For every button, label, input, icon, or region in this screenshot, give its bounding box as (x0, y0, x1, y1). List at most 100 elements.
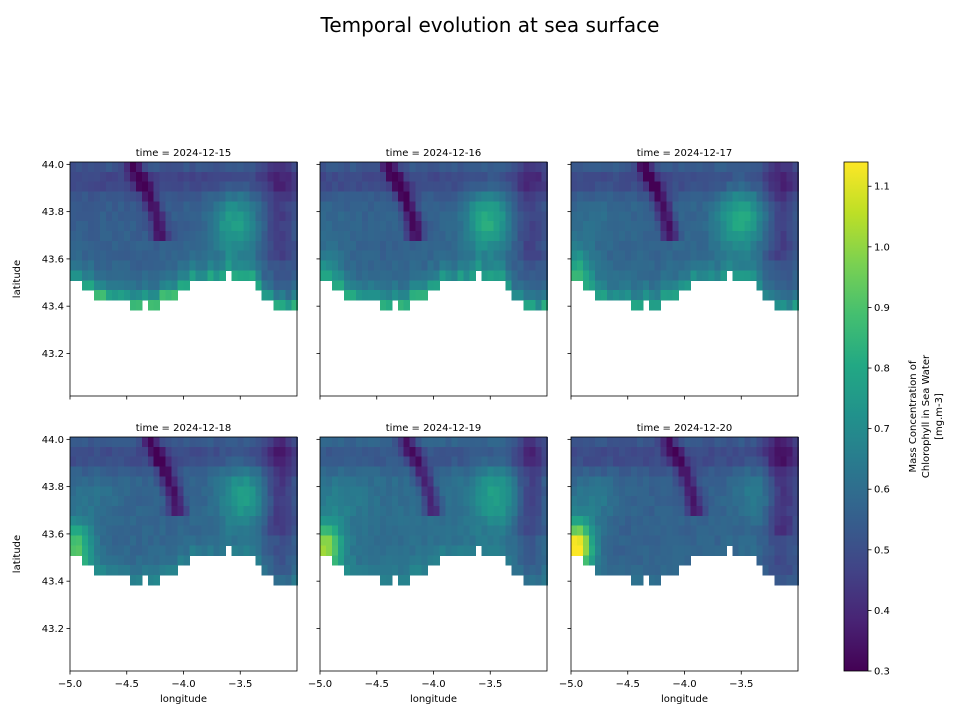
heatmap-cell (571, 476, 578, 487)
heatmap-cell (678, 505, 686, 517)
heatmap-cell (367, 181, 375, 193)
heatmap-cell (505, 211, 512, 222)
heatmap-cell (225, 260, 232, 271)
heatmap-cell (439, 211, 447, 222)
heatmap-cell (541, 535, 548, 546)
heatmap-cell (225, 456, 232, 468)
heatmap-cell (505, 250, 512, 262)
heatmap-cell (666, 476, 674, 487)
heatmap-cell (285, 260, 292, 271)
heatmap-cell (624, 250, 632, 262)
heatmap-cell (81, 221, 89, 232)
heatmap-cell (361, 211, 369, 222)
heatmap-cell (612, 525, 620, 537)
heatmap-cell (762, 525, 769, 537)
heatmap-cell (541, 191, 548, 202)
heatmap-cell (397, 201, 405, 212)
heatmap-cell (612, 162, 620, 173)
heatmap-cell (708, 446, 716, 458)
heatmap-cell (195, 486, 203, 497)
heatmap-cell (355, 280, 363, 291)
heatmap-cell (588, 535, 596, 546)
heatmap-cell (672, 260, 680, 271)
heatmap-cell (367, 555, 375, 566)
heatmap-cell (582, 545, 590, 556)
heatmap-cell (105, 486, 113, 497)
heatmap-cell (141, 290, 149, 301)
heatmap-cell (541, 211, 548, 222)
heatmap-cell (391, 181, 399, 193)
heatmap-cell (457, 437, 465, 448)
heatmap-cell (355, 240, 363, 252)
heatmap-cell (171, 456, 179, 468)
heatmap-cell (99, 515, 107, 527)
heatmap-cell (171, 515, 179, 527)
heatmap-cell (511, 181, 518, 193)
heatmap-cell (445, 515, 453, 527)
heatmap-cell (445, 535, 453, 546)
heatmap-cell (475, 191, 482, 202)
heatmap-cell (129, 299, 137, 311)
heatmap-cell (600, 181, 608, 193)
heatmap-cell (582, 250, 590, 262)
heatmap-cell (463, 270, 471, 281)
heatmap-cell (624, 466, 632, 477)
heatmap-cell (499, 456, 506, 468)
heatmap-cell (385, 446, 393, 458)
heatmap-cell (320, 446, 327, 458)
heatmap-cell (768, 545, 775, 556)
heatmap-cell (267, 191, 274, 202)
heatmap-cell (571, 191, 578, 202)
heatmap-cell (201, 270, 209, 281)
heatmap-cell (726, 201, 733, 212)
heatmap-cell (409, 466, 417, 477)
heatmap-cell (225, 486, 232, 497)
heatmap-cell (786, 171, 793, 183)
heatmap-cell (141, 525, 149, 537)
heatmap-cell (475, 466, 482, 477)
heatmap-cell (325, 270, 333, 281)
heatmap-cell (762, 486, 769, 497)
heatmap-cell (231, 171, 238, 183)
heatmap-cell (123, 565, 131, 576)
heatmap-cell (165, 456, 173, 468)
heatmap-cell (499, 486, 506, 497)
heatmap-cell (379, 486, 387, 497)
heatmap-cell (219, 162, 227, 173)
heatmap-cell (243, 211, 250, 222)
heatmap-cell (618, 456, 626, 468)
heatmap-cell (165, 250, 173, 262)
heatmap-cell (600, 250, 608, 262)
heatmap-cell (439, 437, 447, 448)
heatmap-cell (732, 456, 739, 468)
heatmap-cell (291, 486, 298, 497)
heatmap-cell (642, 456, 650, 468)
heatmap-cell (445, 211, 453, 222)
heatmap-cell (379, 525, 387, 537)
heatmap-cell (93, 525, 101, 537)
heatmap-cell (648, 466, 656, 477)
heatmap-cell (780, 496, 787, 507)
heatmap-cell (255, 525, 262, 537)
heatmap-cell (385, 211, 393, 222)
heatmap-cell (325, 211, 333, 222)
heatmap-cell (135, 230, 143, 242)
heatmap-cell (624, 171, 632, 183)
heatmap-cell (594, 270, 602, 281)
colorbar-label-line: [mg.m-3] (934, 393, 945, 440)
x-tick-label: −5.0 (308, 679, 332, 690)
heatmap-cell (762, 221, 769, 232)
heatmap-cell (237, 437, 244, 448)
heatmap-cell (517, 250, 524, 262)
heatmap-cell (219, 437, 227, 448)
heatmap-cell (786, 250, 793, 262)
heatmap-cell (690, 496, 698, 507)
heatmap-cell (445, 525, 453, 537)
heatmap-cell (642, 211, 650, 222)
heatmap-cell (249, 250, 256, 262)
heatmap-cell (343, 437, 351, 448)
heatmap-cell (541, 171, 548, 183)
heatmap-cell (397, 515, 405, 527)
heatmap-cell (337, 191, 345, 202)
heatmap-cell (678, 446, 686, 458)
